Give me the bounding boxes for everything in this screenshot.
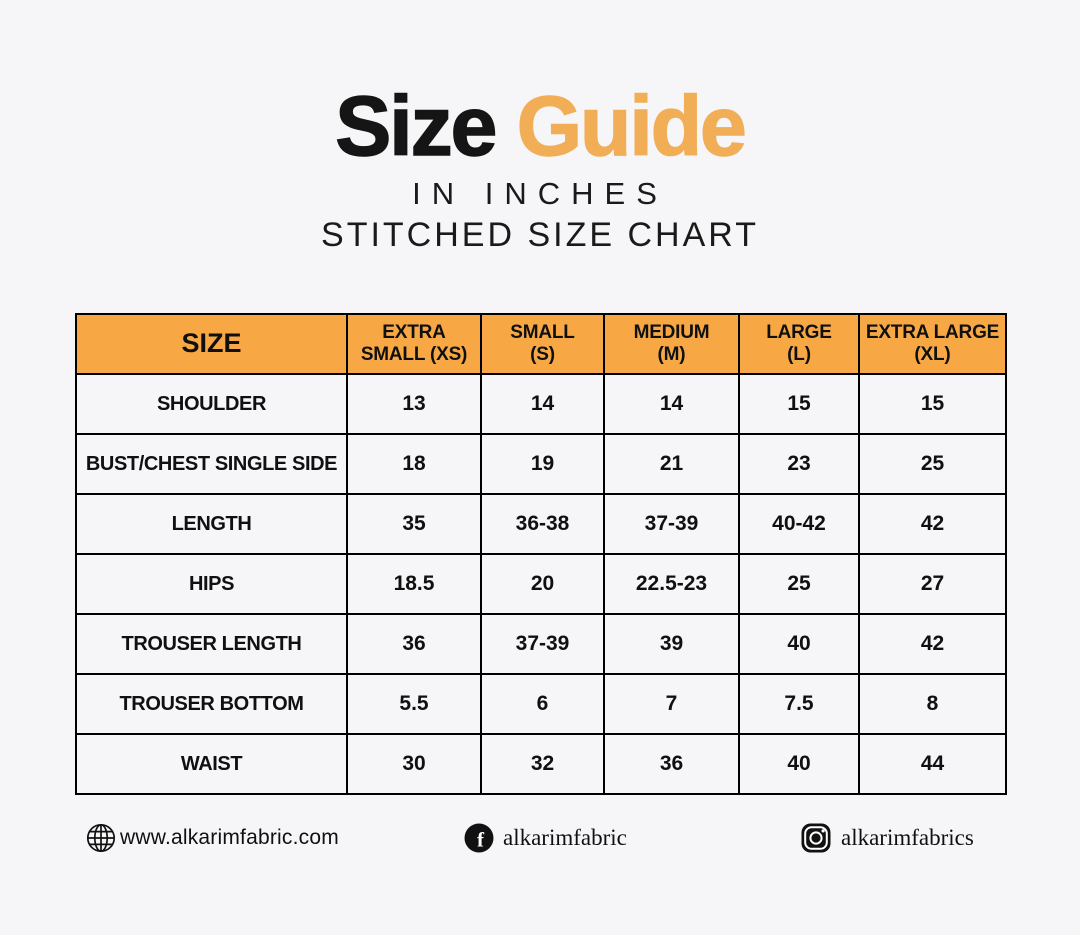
table-cell: 15 — [738, 373, 860, 435]
table-row: SHOULDER 13 14 14 15 15 — [75, 373, 1007, 435]
title-word-guide: Guide — [516, 79, 748, 173]
table-cell: 27 — [858, 553, 1007, 615]
table-row: TROUSER LENGTH 36 37-39 39 40 42 — [75, 613, 1007, 675]
column-header-small: SMALL (S) — [480, 313, 605, 375]
table-cell: 32 — [480, 733, 605, 795]
table-row: LENGTH 35 36-38 37-39 40-42 42 — [75, 493, 1007, 555]
row-label-trouser-bottom: TROUSER BOTTOM — [75, 673, 348, 735]
column-header-extra-large: EXTRA LARGE (XL) — [858, 313, 1007, 375]
table-row: HIPS 18.5 20 22.5-23 25 27 — [75, 553, 1007, 615]
table-cell: 15 — [858, 373, 1007, 435]
size-chart-table: SIZE EXTRA SMALL (XS) SMALL (S) MEDIUM (… — [75, 313, 1007, 795]
table-row: TROUSER BOTTOM 5.5 6 7 7.5 8 — [75, 673, 1007, 735]
table-cell: 44 — [858, 733, 1007, 795]
table-cell: 37-39 — [603, 493, 740, 555]
facebook-handle: alkarimfabric — [503, 825, 627, 850]
instagram-handle: alkarimfabrics — [841, 825, 974, 850]
table-cell: 36 — [603, 733, 740, 795]
footer-facebook: f alkarimfabric — [464, 821, 627, 855]
table-cell: 36 — [346, 613, 482, 675]
table-row: BUST/CHEST SINGLE SIDE 18 19 21 23 25 — [75, 433, 1007, 495]
table-cell: 30 — [346, 733, 482, 795]
table-cell: 14 — [603, 373, 740, 435]
row-label-length: LENGTH — [75, 493, 348, 555]
svg-text:f: f — [477, 828, 485, 852]
table-cell: 5.5 — [346, 673, 482, 735]
table-cell: 39 — [603, 613, 740, 675]
column-header-large: LARGE (L) — [738, 313, 860, 375]
row-label-trouser-length: TROUSER LENGTH — [75, 613, 348, 675]
instagram-icon — [801, 823, 831, 853]
table-cell: 14 — [480, 373, 605, 435]
table-cell: 7 — [603, 673, 740, 735]
footer-instagram: alkarimfabrics — [801, 821, 974, 855]
subtitle-chart-name: STITCHED SIZE CHART — [321, 216, 759, 254]
table-cell: 37-39 — [480, 613, 605, 675]
table-cell: 21 — [603, 433, 740, 495]
table-cell: 40-42 — [738, 493, 860, 555]
row-label-hips: HIPS — [75, 553, 348, 615]
table-cell: 23 — [738, 433, 860, 495]
table-cell: 8 — [858, 673, 1007, 735]
table-cell: 25 — [858, 433, 1007, 495]
subtitle-units: IN INCHES — [412, 176, 668, 211]
footer-website: www.alkarimfabric.com — [86, 821, 339, 855]
column-header-extra-small: EXTRA SMALL (XS) — [346, 313, 482, 375]
facebook-icon: f — [464, 823, 494, 853]
row-label-bust-chest: BUST/CHEST SINGLE SIDE — [75, 433, 348, 495]
column-header-size: SIZE — [75, 313, 348, 375]
table-cell: 19 — [480, 433, 605, 495]
row-label-shoulder: SHOULDER — [75, 373, 348, 435]
table-cell: 7.5 — [738, 673, 860, 735]
table-cell: 18 — [346, 433, 482, 495]
column-header-medium: MEDIUM (M) — [603, 313, 740, 375]
table-cell: 22.5-23 — [603, 553, 740, 615]
table-header-row: SIZE EXTRA SMALL (XS) SMALL (S) MEDIUM (… — [75, 313, 1007, 375]
row-label-waist: WAIST — [75, 733, 348, 795]
table-cell: 6 — [480, 673, 605, 735]
table-cell: 40 — [738, 733, 860, 795]
table-cell: 18.5 — [346, 553, 482, 615]
table-cell: 20 — [480, 553, 605, 615]
table-cell: 40 — [738, 613, 860, 675]
table-cell: 13 — [346, 373, 482, 435]
table-cell: 42 — [858, 613, 1007, 675]
table-row: WAIST 30 32 36 40 44 — [75, 733, 1007, 795]
table-cell: 25 — [738, 553, 860, 615]
title-word-size: Size — [335, 79, 499, 173]
globe-icon — [86, 823, 116, 853]
table-cell: 36-38 — [480, 493, 605, 555]
table-cell: 35 — [346, 493, 482, 555]
page-title: Size Guide — [0, 83, 1080, 169]
website-url: www.alkarimfabric.com — [120, 826, 339, 849]
table-cell: 42 — [858, 493, 1007, 555]
